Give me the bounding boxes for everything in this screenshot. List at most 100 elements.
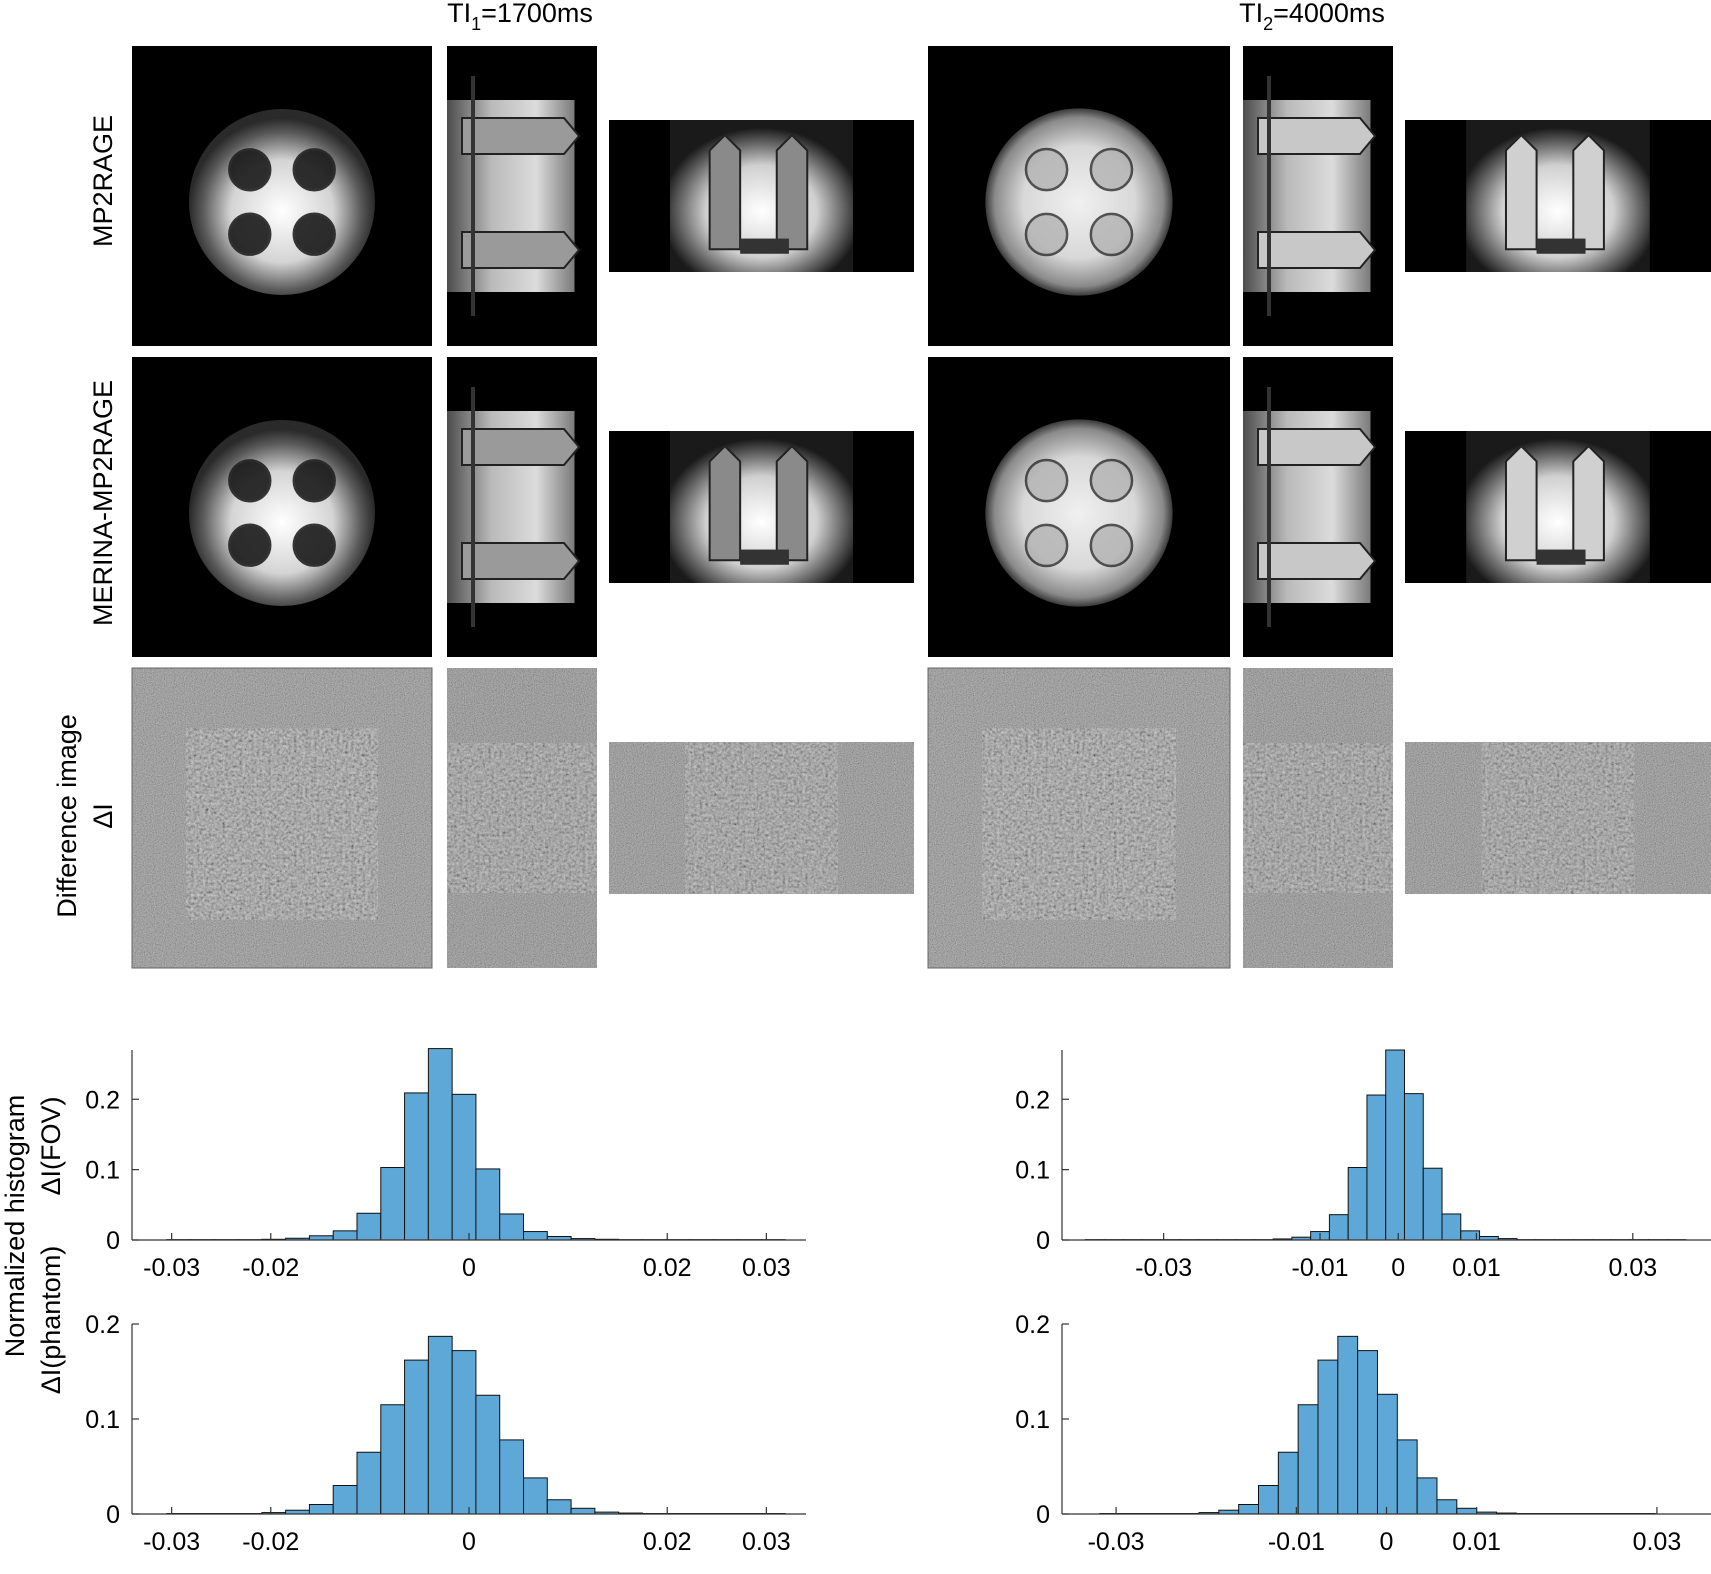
phantom-ti2-xtick-label-0: -0.03 [1088, 1528, 1145, 1556]
histogram-phantom-ti1: 0 0.1 0.2 -0.03 -0.02 0 0.02 0.03 [85, 1311, 806, 1556]
phantom-ti2-bar-18 [1456, 1507, 1478, 1515]
phantom-ti2-bar-8 [1258, 1485, 1279, 1515]
fov-ti1-bar-6 [308, 1235, 334, 1241]
mp2rage-ti1-axial-image [132, 46, 432, 346]
fov-ti1-bar-14 [499, 1213, 525, 1241]
phantom-ti2-ytick-label-0: 0 [1036, 1501, 1050, 1529]
phantom-ti2-bar-17 [1436, 1499, 1458, 1515]
phantom-ti2-bar-9 [1277, 1451, 1299, 1515]
fov-ti2-bar-18 [1422, 1167, 1443, 1241]
phantom-ti1-bar-15 [523, 1477, 548, 1515]
merina-ti2-axial-image [928, 357, 1230, 657]
diff-ti1-axial-image [131, 667, 433, 969]
phantom-ti1-bar-11 [427, 1335, 453, 1515]
phantom-ti1-xtick-label-2: 0 [462, 1528, 476, 1556]
diff-ti1-sagittal-image [447, 668, 597, 968]
fov-ti1-ytick-label-2: 0.2 [85, 1086, 120, 1114]
phantom-ti1-bar-17 [570, 1507, 596, 1515]
phantom-ti2-bar-14 [1376, 1393, 1398, 1515]
fov-ti1-bar-9 [380, 1167, 406, 1241]
fov-ti2-xtick-label-0: -0.03 [1135, 1254, 1192, 1282]
phantom-ti2-xtick-label-3: 0.01 [1452, 1528, 1501, 1556]
mp2rage-ti2-axial-image [928, 46, 1230, 346]
fov-ti2-xtick-label-1: -0.01 [1292, 1254, 1349, 1282]
phantom-ti2-bar-7 [1238, 1504, 1260, 1515]
merina-ti1-coronal-image [609, 431, 914, 583]
phantom-ti2-bar-13 [1357, 1350, 1378, 1515]
diff-ti1-coronal-image [609, 742, 914, 894]
fov-ti1-bar-10 [404, 1092, 429, 1241]
diff-ti2-coronal-image [1405, 742, 1711, 894]
fov-ti2-xtick-label-4: 0.03 [1608, 1254, 1657, 1282]
phantom-ti2-xtick-label-4: 0.03 [1633, 1528, 1682, 1556]
fov-ti1-xtick-label-2: 0 [462, 1254, 476, 1282]
phantom-ti2-bar-15 [1396, 1439, 1418, 1515]
phantom-ti1-xtick-label-0: -0.03 [143, 1528, 200, 1556]
fov-ti2-bar-13 [1328, 1214, 1349, 1241]
mp2rage-ti1-sagittal-image [447, 46, 597, 346]
column-title-ti2: TI2=4000ms [1239, 0, 1385, 34]
diff-ti2-axial-image [927, 667, 1231, 969]
column-title-ti1: TI1=1700ms [447, 0, 593, 34]
merina-ti2-sagittal-image [1243, 357, 1393, 657]
merina-ti1-sagittal-image [447, 357, 597, 657]
phantom-ti1-bar-8 [356, 1451, 382, 1515]
phantom-ti2-bar-10 [1297, 1404, 1319, 1515]
phantom-ti2-bar-11 [1317, 1359, 1339, 1515]
fov-ti1-ytick-label-1: 0.1 [85, 1157, 120, 1185]
phantom-ti1-bar-9 [380, 1404, 406, 1515]
row-label-diff-symbol: ΔI [88, 803, 118, 829]
phantom-ti1-xtick-label-4: 0.03 [742, 1528, 791, 1556]
fov-ti2-bar-17 [1403, 1093, 1424, 1241]
fov-ti2-bar-15 [1366, 1094, 1387, 1241]
merina-ti1-axial-image [132, 357, 432, 657]
fov-ti1-xtick-label-0: -0.03 [143, 1254, 200, 1282]
phantom-ti1-bar-12 [451, 1350, 477, 1515]
phantom-ti1-ytick-label-2: 0.2 [85, 1311, 120, 1339]
phantom-ti2-xtick-label-1: -0.01 [1268, 1528, 1325, 1556]
phantom-ti1-bar-16 [546, 1499, 572, 1515]
histogram-fov-ti2: 0 0.1 0.2 -0.03 -0.01 0 0.01 0.03 [1015, 1049, 1711, 1282]
fov-ti1-ytick-label-0: 0 [106, 1227, 120, 1255]
phantom-ti1-xtick-label-1: -0.02 [242, 1528, 299, 1556]
histogram-fov-ti1: 0 0.1 0.2 -0.03 -0.02 0 0.02 0.03 [85, 1048, 806, 1282]
fov-ti2-ytick-label-0: 0 [1036, 1227, 1050, 1255]
fov-ti2-ytick-label-1: 0.1 [1015, 1157, 1050, 1185]
phantom-ti2-ytick-label-1: 0.1 [1015, 1406, 1050, 1434]
fov-ti2-bar-14 [1347, 1167, 1368, 1241]
fov-ti2-xtick-label-3: 0.01 [1452, 1254, 1501, 1282]
phantom-ti2-bar-12 [1337, 1335, 1359, 1515]
fov-ti2-bar-19 [1441, 1213, 1462, 1241]
row-label-merina: MERINA-MP2RAGE [88, 380, 118, 626]
fov-ti1-bar-13 [475, 1168, 501, 1241]
phantom-ti1-bar-14 [499, 1439, 525, 1515]
phantom-ti1-xtick-label-3: 0.02 [643, 1528, 692, 1556]
fov-ti1-xtick-label-3: 0.02 [643, 1254, 692, 1282]
phantom-ti1-bar-7 [332, 1485, 358, 1515]
fov-ti1-bar-7 [332, 1230, 358, 1241]
hist-shared-ylabel: Normalized histogram [0, 1095, 30, 1358]
phantom-ti1-bar-10 [404, 1359, 429, 1515]
mp2rage-ti2-coronal-image [1405, 120, 1711, 272]
row-label-diff: Difference image [52, 714, 82, 918]
merina-ti2-coronal-image [1405, 431, 1711, 583]
diff-ti2-sagittal-image [1243, 668, 1393, 968]
mp2rage-ti1-coronal-image [609, 120, 914, 272]
phantom-ti1-ytick-label-0: 0 [106, 1501, 120, 1529]
phantom-ti2-bar-16 [1416, 1477, 1438, 1515]
phantom-ti1-ytick-label-1: 0.1 [85, 1406, 120, 1434]
fov-ti1-bar-12 [451, 1093, 477, 1241]
fov-ti1-bar-15 [523, 1231, 548, 1241]
mri-image-grid [131, 46, 1711, 969]
fov-ti1-bar-8 [356, 1212, 382, 1241]
fov-ti1-bar-11 [427, 1048, 453, 1241]
row-label-mp2rage: MP2RAGE [88, 115, 118, 247]
fov-ti2-bar-16 [1385, 1049, 1405, 1241]
phantom-ti1-bar-6 [308, 1504, 334, 1515]
hist-ylabel-fov: ΔI(FOV) [36, 1096, 66, 1195]
phantom-ti2-ytick-label-2: 0.2 [1015, 1311, 1050, 1339]
phantom-ti2-xtick-label-2: 0 [1380, 1528, 1394, 1556]
fov-ti1-xtick-label-4: 0.03 [742, 1254, 791, 1282]
mp2rage-ti2-sagittal-image [1243, 46, 1393, 346]
